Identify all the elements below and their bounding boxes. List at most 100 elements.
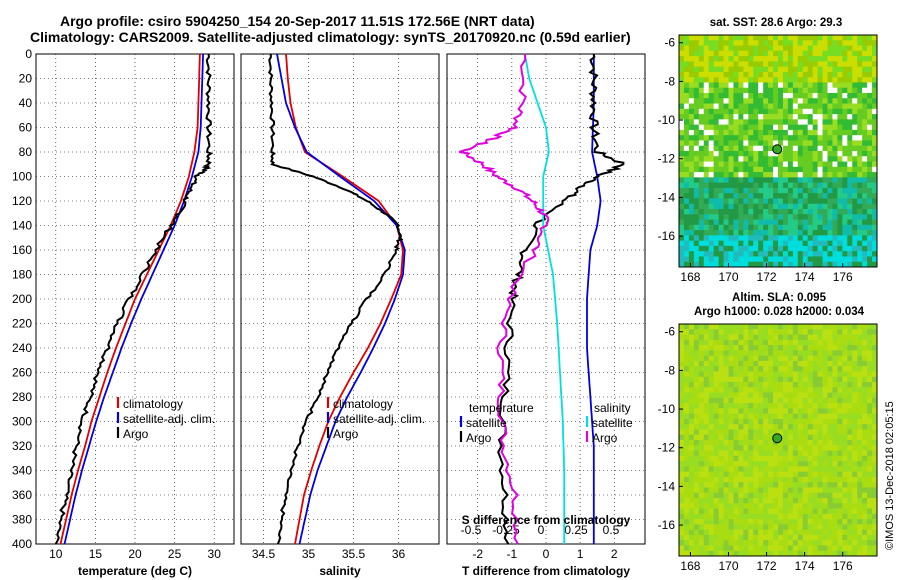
map-cell xyxy=(797,50,804,57)
map-cell xyxy=(733,166,739,173)
map-cell xyxy=(733,214,739,221)
map-cell xyxy=(713,108,720,115)
map-cell xyxy=(773,387,779,394)
map-cell xyxy=(748,193,754,199)
map-cell xyxy=(693,224,700,231)
sst-map: 168 170 172 174 176-6-8-10-12-14-16 xyxy=(658,34,878,284)
map-cell xyxy=(867,455,873,462)
map-cell xyxy=(713,245,720,252)
map-cell xyxy=(698,418,705,425)
map-cell xyxy=(723,503,729,510)
map-cell xyxy=(698,98,705,105)
map-cell xyxy=(817,492,824,499)
map-cell xyxy=(743,56,749,62)
map-cell xyxy=(693,471,700,478)
map-cell xyxy=(812,35,819,41)
map-cell xyxy=(812,540,819,546)
map-cell xyxy=(832,403,838,409)
map-cell xyxy=(778,114,784,120)
map-cell xyxy=(723,329,729,336)
map-cell xyxy=(852,403,858,409)
map-cell xyxy=(773,513,779,520)
map-cell xyxy=(862,418,868,425)
map-cell xyxy=(787,334,794,341)
map-cell xyxy=(862,256,868,263)
map-cell xyxy=(827,366,833,372)
map-cell xyxy=(698,360,705,367)
map-cell xyxy=(679,392,685,399)
map-cell xyxy=(837,360,843,367)
map-cell xyxy=(683,166,690,173)
map-cell xyxy=(723,256,729,263)
map-cell xyxy=(807,203,814,210)
map-cell xyxy=(758,329,764,336)
map-cell xyxy=(763,513,769,520)
map-cell xyxy=(817,61,824,68)
map-cell xyxy=(753,471,759,478)
map-cell xyxy=(847,161,853,168)
map-cell xyxy=(802,403,809,409)
map-cell xyxy=(763,198,769,205)
map-cell xyxy=(743,408,749,415)
map-cell xyxy=(708,440,715,446)
map-cell xyxy=(763,66,769,73)
map-cell xyxy=(703,355,710,362)
map-cell xyxy=(832,50,838,57)
map-cell xyxy=(807,476,814,483)
map-cell xyxy=(778,461,784,467)
map-cell xyxy=(753,498,759,504)
map-cell xyxy=(822,466,828,473)
map-cell xyxy=(728,193,734,199)
map-cell xyxy=(787,529,794,536)
map-cell xyxy=(842,145,848,152)
map-cell xyxy=(708,524,715,531)
map-cell xyxy=(693,450,700,457)
map-cell xyxy=(827,345,833,351)
map-cell xyxy=(787,445,794,452)
map-cell xyxy=(743,214,749,221)
map-cell xyxy=(792,251,799,257)
map-cell xyxy=(832,519,838,525)
map-cell xyxy=(753,440,759,446)
map-cell xyxy=(723,71,729,78)
map-cell xyxy=(763,93,769,99)
map-cell xyxy=(847,461,853,467)
map-cell xyxy=(703,124,710,131)
map-cell xyxy=(847,224,853,231)
map-cell xyxy=(862,66,868,73)
map-cell xyxy=(763,50,769,57)
map-cell xyxy=(792,324,799,330)
map-cell xyxy=(872,524,878,531)
map-cell xyxy=(743,198,749,205)
map-cell xyxy=(832,166,838,173)
map-cell xyxy=(857,45,863,52)
map-cell xyxy=(847,376,853,383)
map-cell xyxy=(872,534,878,541)
map-cell xyxy=(718,261,725,268)
map-cell xyxy=(867,235,873,242)
map-cell xyxy=(738,466,744,473)
map-cell xyxy=(862,434,868,441)
map-cell xyxy=(817,87,824,94)
map-cell xyxy=(837,524,843,531)
map-cell xyxy=(733,140,739,147)
map-cell xyxy=(768,355,774,362)
map-cell xyxy=(679,339,685,346)
map-cell xyxy=(842,498,848,504)
map-cell xyxy=(679,534,685,541)
map-cell xyxy=(847,413,853,420)
map-cell xyxy=(698,550,705,557)
map-cell xyxy=(763,418,769,425)
map-cell xyxy=(867,476,873,483)
map-cell xyxy=(867,245,873,252)
map-cell xyxy=(802,508,809,515)
map-cell xyxy=(852,408,858,415)
map-cell xyxy=(817,124,824,131)
map-cell xyxy=(862,161,868,168)
map-cell xyxy=(842,209,848,215)
map-cell xyxy=(872,156,878,163)
map-cell xyxy=(718,482,725,488)
map-cell xyxy=(847,508,853,515)
map-cell xyxy=(703,324,710,330)
map-cell xyxy=(728,261,734,268)
